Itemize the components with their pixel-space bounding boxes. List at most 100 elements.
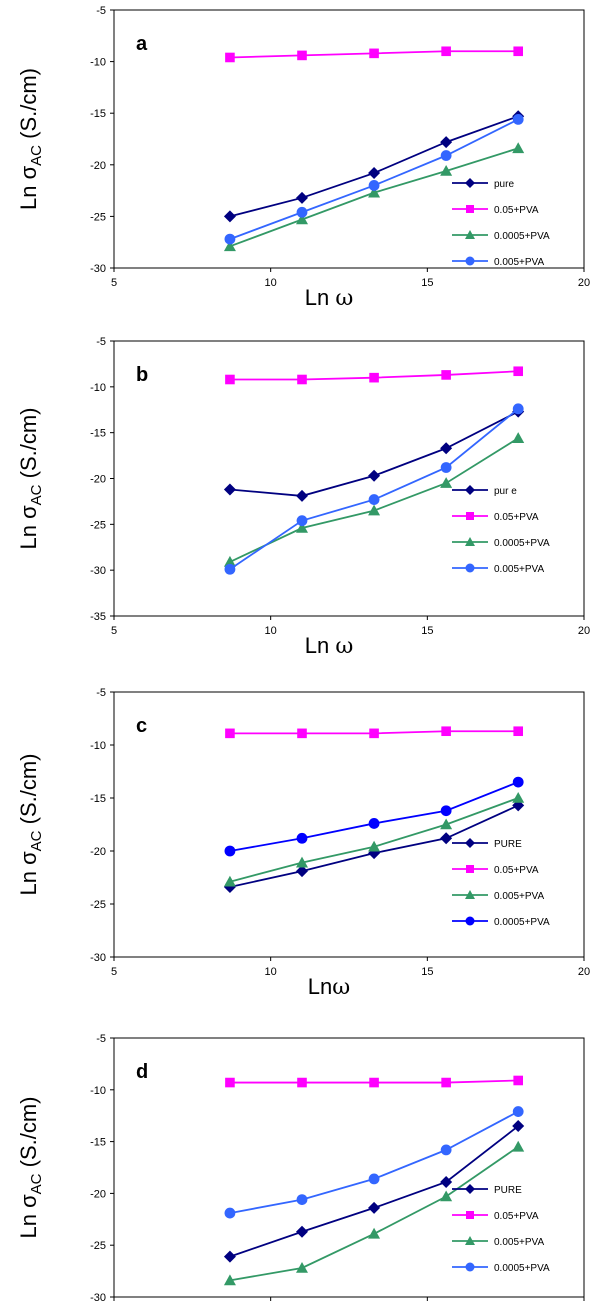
x-tick-label: 15 [421,625,433,637]
x-axis-title-main: Ln [305,633,336,658]
legend-label: 0.05+PVA [494,205,539,216]
panel-label: d [136,1061,148,1083]
panel-label: b [136,364,148,386]
x-axis-title-main: Ln [308,974,332,999]
y-tick-label: -25 [90,899,106,911]
data-point [223,875,236,887]
legend-swatch-marker [465,230,475,239]
legend-swatch-marker [466,1211,474,1219]
data-point [368,469,381,482]
y-axis-title-main: Ln σ [16,851,41,896]
series-PURE [223,1120,525,1263]
legend: pur e 0.05+PVA 0.0005+PVA 0.005+PVA [452,485,550,575]
legend-swatch-marker [466,512,474,520]
y-tick-label: -5 [96,336,106,348]
data-point [513,726,523,737]
data-point [368,840,381,852]
data-point [296,191,308,204]
y-axis-title-main: Ln σ [16,1194,41,1239]
y-axis-title: Ln σAC (S./cm) [16,753,45,895]
data-point [296,515,308,527]
x-tick-label: 20 [578,625,590,637]
data-point [223,210,236,223]
data-point [225,52,235,63]
x-tick-label: 5 [111,277,117,289]
series-0.05+PVA [225,1075,523,1088]
data-point [440,462,452,473]
legend-label: 0.05+PVA [494,865,539,876]
y-tick-label: -20 [90,160,106,172]
data-point [224,233,236,245]
y-tick-label: -10 [90,1085,106,1097]
y-axis-title-main: Ln σ [16,505,41,550]
data-point [297,728,307,739]
legend-label: 0.05+PVA [494,1211,539,1222]
legend: PURE 0.05+PVA 0.005+PVA 0.0005+PVA [452,838,550,928]
data-point [440,164,453,176]
data-point [441,46,451,57]
legend-label: 0.005+PVA [494,564,544,575]
legend-label: 0.0005+PVA [494,538,550,549]
y-tick-label: -5 [96,1033,106,1045]
legend-label: 0.0005+PVA [494,231,550,242]
y-tick-label: -25 [90,1240,106,1252]
legend-label: 0.005+PVA [494,257,544,268]
y-tick-label: -10 [90,57,106,69]
data-point [225,1077,235,1088]
data-point [225,728,235,739]
data-point [296,206,308,218]
y-axis-title-unit: (S./cm) [16,753,41,830]
x-axis-title-omega: ω [332,975,350,1000]
y-axis-title-unit: (S./cm) [16,407,41,484]
x-tick-label: 15 [421,277,433,289]
data-point [297,50,307,61]
legend-label: pur e [494,486,517,497]
legend: PURE 0.05+PVA 0.005+PVA 0.0005+PVA [452,1184,550,1274]
data-point [513,366,523,377]
y-axis-title-unit: (S./cm) [16,68,41,145]
y-tick-label: -30 [90,952,106,964]
data-point [512,1140,525,1152]
x-axis-title-main: Ln [305,285,336,310]
series-pur e [223,405,525,502]
y-tick-label: -15 [90,108,106,120]
x-axis-title-omega: ω [335,634,353,659]
series-0.0005+PVA [224,776,524,857]
legend-swatch-marker [465,1262,475,1272]
data-point [369,48,379,59]
legend-label: PURE [494,839,522,850]
legend-label: PURE [494,1185,522,1196]
legend-label: 0.0005+PVA [494,917,550,928]
chart-panel-b: -5 -10 -15 -20 -25 -30 -35 5 10 15 20 b Ln σAC (S./c… [16,336,590,659]
y-tick-label: -20 [90,846,106,858]
legend-swatch-marker [465,890,475,899]
data-point [223,483,236,496]
plot-area [113,9,585,269]
x-axis-title: Ln ω [305,633,354,659]
data-point [223,1274,236,1286]
y-tick-label: -30 [90,1292,106,1304]
data-point [512,113,524,125]
y-axis-title-unit: (S./cm) [16,1096,41,1173]
y-axis-title-subscript: AC [28,1173,45,1194]
data-point [368,818,380,829]
legend-swatch-marker [465,838,475,848]
y-tick-label: -15 [90,793,106,805]
data-point [368,186,381,198]
x-axis-title: Ln ω [305,285,354,311]
panel-label: c [136,715,147,737]
x-axis-title-omega: ω [335,286,353,311]
data-point [296,489,308,502]
data-point [440,442,453,455]
y-axis-title: Ln σAC (S./cm) [16,407,45,549]
data-point [296,522,308,533]
y-tick-label: -30 [90,263,106,275]
data-point [368,1227,381,1239]
data-point [296,213,308,225]
data-point [368,1173,380,1185]
legend-label: 0.0005+PVA [494,1263,550,1274]
legend-swatch-marker [465,256,475,266]
data-point [440,1144,452,1156]
legend-swatch-marker [466,205,474,213]
